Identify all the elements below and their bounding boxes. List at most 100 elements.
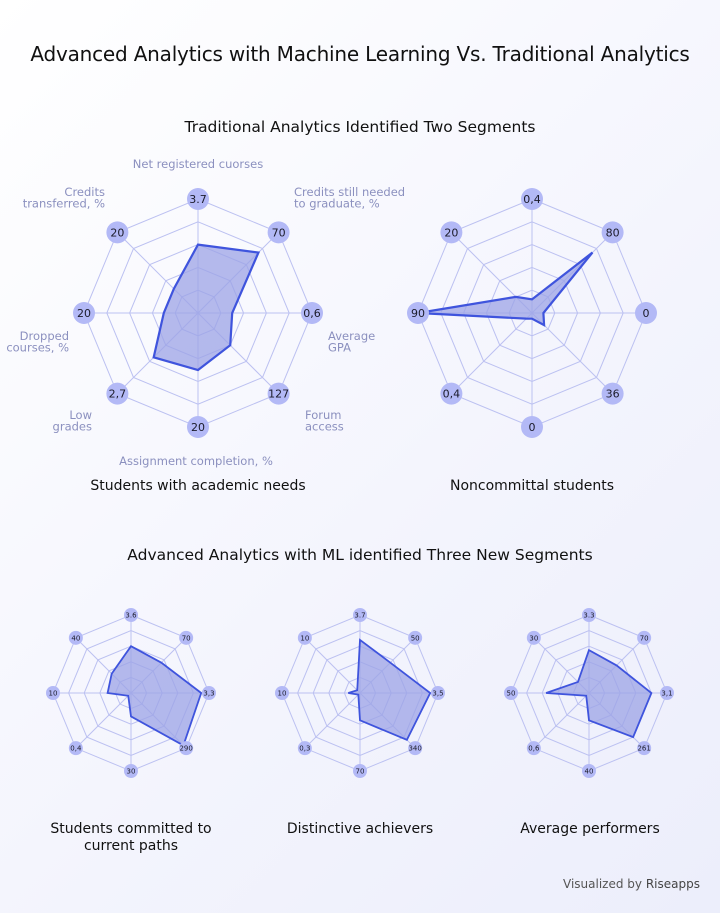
axis-max-badge	[408, 741, 423, 756]
axis-max-label: 0	[643, 307, 650, 320]
radar-chart-5: 3.3 70 3,1 261 40 0,6 50 30	[504, 608, 674, 778]
axis-max-label: 20	[444, 226, 458, 239]
axis-max-label: 0,4	[523, 193, 541, 206]
axis-spoke	[531, 312, 613, 394]
axis-max-badge	[68, 630, 83, 645]
axis-max-badge	[179, 630, 194, 645]
axis-max-badge	[526, 741, 541, 756]
axis-max-label: 261	[637, 745, 650, 753]
axis-max-badge	[353, 608, 367, 622]
axis-max-badge	[660, 686, 674, 700]
axis-max-badge	[297, 741, 312, 756]
axis-name-label: Low grades	[53, 408, 92, 434]
axis-max-badge	[275, 686, 289, 700]
caption-academic-needs: Students with academic needs	[90, 478, 306, 494]
axis-max-label: 3.7	[354, 612, 365, 620]
axis-max-badge	[637, 741, 652, 756]
axis-max-label: 36	[606, 388, 620, 401]
axis-spoke	[304, 637, 361, 694]
axis-max-label: 70	[356, 768, 365, 776]
axis-max-badge	[297, 630, 312, 645]
axis-max-label: 3.7	[189, 193, 207, 206]
axis-max-label: 0,3	[299, 745, 310, 753]
axis-max-badge	[504, 686, 518, 700]
footer-credit: Visualized by Riseapps	[563, 877, 700, 891]
axis-name-label: Forum access	[305, 408, 344, 434]
axis-max-badge	[202, 686, 216, 700]
axis-max-badge	[353, 764, 367, 778]
axis-max-label: 30	[529, 634, 538, 642]
caption-achievers: Distinctive achievers	[286, 821, 434, 837]
axis-max-badge	[106, 382, 129, 405]
axis-max-label: 290	[179, 745, 192, 753]
radar-chart-2: 0,4 80 0 36 0 0,4 90 20	[407, 188, 657, 438]
axis-max-badge	[187, 416, 209, 438]
axis-max-label: 3,1	[661, 690, 672, 698]
axis-max-badge	[301, 302, 323, 324]
data-area	[417, 251, 594, 327]
data-area	[348, 638, 432, 742]
axis-max-badge	[635, 302, 657, 324]
axis-max-label: 70	[272, 226, 286, 239]
main-title: Advanced Analytics with Machine Learning…	[30, 42, 690, 66]
axis-max-label: 10	[278, 690, 287, 698]
axis-max-badge	[106, 221, 129, 244]
axis-max-label: 10	[300, 634, 309, 642]
data-area	[545, 648, 653, 739]
axis-max-label: 0,4	[70, 745, 82, 753]
axis-max-badge	[431, 686, 445, 700]
axis-max-badge	[407, 302, 429, 324]
radar-chart-3: 3.6 70 3,3 290 30 0,4 10 40	[46, 608, 216, 778]
caption-noncommittal: Noncommittal students	[449, 478, 615, 494]
axis-max-badge	[637, 630, 652, 645]
axis-max-badge	[267, 382, 290, 405]
axis-max-label: 0,6	[528, 745, 540, 753]
axis-max-label: 3,5	[432, 690, 443, 698]
footer-brand: Riseapps	[645, 877, 700, 891]
axis-max-badge	[601, 382, 624, 405]
axis-max-badge	[124, 608, 138, 622]
axis-max-badge	[582, 764, 596, 778]
axis-name-label: Net registered cuorses	[133, 157, 263, 171]
axis-max-badge	[521, 188, 543, 210]
axis-max-label: 40	[71, 634, 80, 642]
axis-max-label: 70	[640, 634, 649, 642]
axis-max-badge	[408, 630, 423, 645]
axis-name-label: Assignment completion, %	[119, 454, 273, 468]
axis-spoke	[304, 692, 361, 749]
axis-max-label: 340	[408, 745, 421, 753]
axis-name-label: Credits transferred, %	[23, 185, 105, 211]
axis-max-badge	[267, 221, 290, 244]
axis-spoke	[75, 692, 132, 749]
axis-max-label: 3.6	[125, 612, 137, 620]
axis-max-label: 40	[585, 768, 594, 776]
axis-max-badge	[582, 608, 596, 622]
axis-max-badge	[440, 382, 463, 405]
axis-max-badge	[124, 764, 138, 778]
axis-max-label: 2,7	[109, 388, 127, 401]
axis-name-label: Average GPA	[328, 329, 375, 355]
axis-max-label: 3.3	[583, 612, 594, 620]
axis-max-label: 0,4	[443, 388, 461, 401]
axis-max-label: 50	[411, 634, 420, 642]
section-title-traditional: Traditional Analytics Identified Two Seg…	[184, 118, 536, 136]
axis-max-badge	[440, 221, 463, 244]
axis-max-label: 20	[191, 421, 205, 434]
axis-max-label: 50	[507, 690, 516, 698]
data-area	[106, 645, 203, 747]
caption-average: Average performers	[520, 821, 660, 837]
section-title-ml: Advanced Analytics with ML identified Th…	[127, 546, 593, 564]
axis-max-label: 20	[77, 307, 91, 320]
axis-max-label: 3,3	[203, 690, 214, 698]
axis-spoke	[451, 312, 533, 394]
axis-max-badge	[526, 630, 541, 645]
axis-max-label: 70	[182, 634, 191, 642]
axis-name-label: Credits still needed to graduate, %	[294, 185, 405, 211]
axis-max-badge	[46, 686, 60, 700]
caption-committed: Students committed to current paths	[50, 821, 212, 854]
axis-max-label: 10	[49, 690, 58, 698]
data-area	[152, 243, 261, 372]
axis-spoke	[533, 692, 590, 749]
axis-max-label: 30	[127, 768, 136, 776]
